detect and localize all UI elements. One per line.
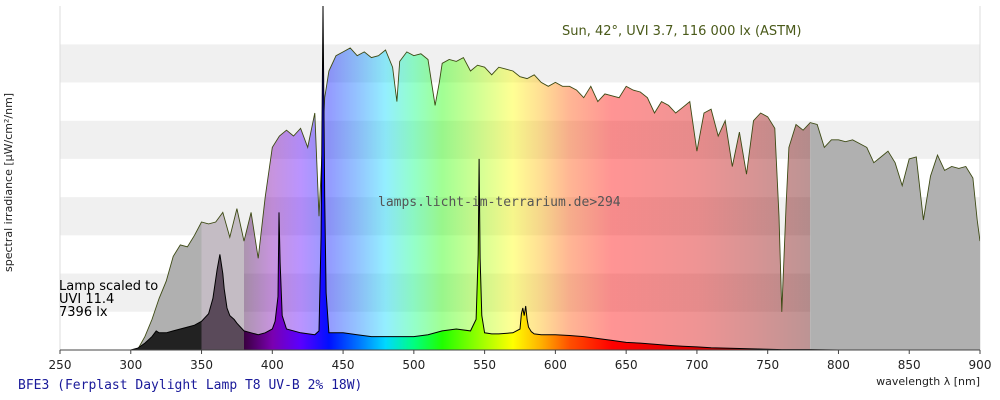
watermark: lamps.licht-im-terrarium.de>294	[378, 195, 621, 210]
lamp-uva-fill	[201, 254, 244, 350]
sun-label: Sun, 42°, UVI 3.7, 116 000 lx (ASTM)	[562, 24, 801, 39]
x-axis-label: wavelength λ [nm]	[876, 375, 980, 388]
y-axis-label: spectral irradiance [µW/cm²/nm]	[2, 93, 15, 272]
lamp-label-line2: UVI 11.4	[59, 292, 114, 307]
x-tick-label: 600	[544, 358, 567, 372]
chart-caption: BFE3 (Ferplast Daylight Lamp T8 UV-B 2% …	[18, 378, 362, 393]
sun-spectrum-fill	[116, 48, 980, 350]
x-tick-label: 800	[827, 358, 850, 372]
x-tick-label: 400	[261, 358, 284, 372]
x-tick-label: 500	[402, 358, 425, 372]
sun-spectrum-line	[116, 47, 980, 350]
x-tick-label: 350	[190, 358, 213, 372]
x-tick-label: 250	[49, 358, 72, 372]
sun-visible-fill	[244, 48, 811, 350]
x-tick-label: 750	[756, 358, 779, 372]
sun-uvb-fill	[116, 222, 202, 350]
x-tick-label: 300	[119, 358, 142, 372]
x-tick-label: 550	[473, 358, 496, 372]
x-tick-label: 900	[969, 358, 992, 372]
lamp-uvb-fill	[60, 321, 202, 350]
x-tick-label: 700	[685, 358, 708, 372]
sun-ir-fill	[810, 122, 980, 350]
x-tick-label: 850	[898, 358, 921, 372]
x-tick-label: 450	[332, 358, 355, 372]
lamp-label-line3: 7396 lx	[59, 305, 108, 320]
x-axis-ticks: 250 300 350 400 450 500 550 600 650 700 750 800 850 9…	[49, 350, 992, 372]
x-tick-label: 650	[615, 358, 638, 372]
grid-band	[60, 6, 980, 45]
grid-band	[60, 44, 980, 83]
lamp-label-line1: Lamp scaled to	[59, 279, 158, 294]
lamp-spectrum-line	[60, 6, 980, 350]
